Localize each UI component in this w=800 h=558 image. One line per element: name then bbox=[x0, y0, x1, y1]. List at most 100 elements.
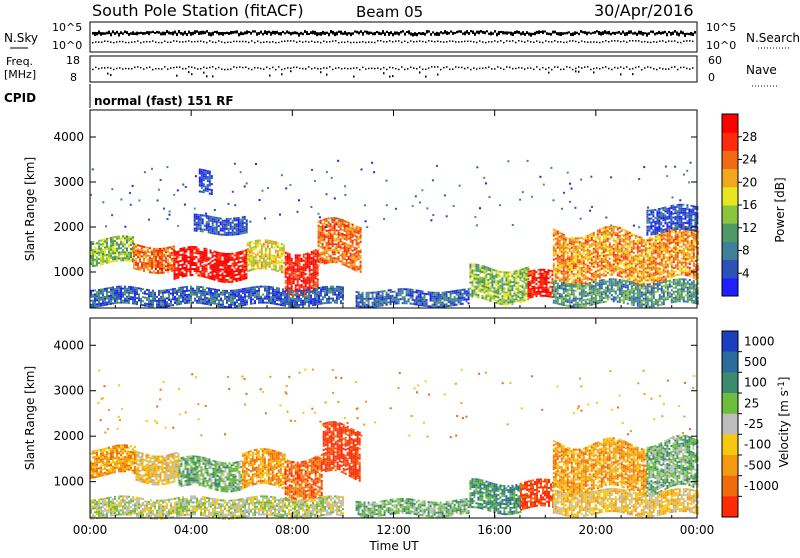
range-gate-cell bbox=[219, 256, 222, 259]
range-gate-cell bbox=[312, 290, 314, 293]
range-gate-cell bbox=[250, 268, 253, 271]
range-gate-cell bbox=[545, 287, 548, 289]
nsearch-sample bbox=[641, 41, 643, 43]
range-gate-cell bbox=[280, 259, 283, 262]
range-gate-cell bbox=[527, 278, 530, 281]
range-gate-cell bbox=[341, 259, 344, 262]
range-gate-cell bbox=[590, 264, 593, 267]
range-gate-cell bbox=[523, 277, 526, 280]
range-gate-cell bbox=[525, 268, 528, 271]
nsky-sample bbox=[274, 30, 276, 35]
nsky-sample bbox=[206, 30, 208, 33]
freq-sample bbox=[602, 66, 604, 69]
nsky-sample bbox=[352, 32, 354, 35]
range-gate-cell bbox=[497, 274, 500, 277]
range-gate-cell bbox=[145, 264, 147, 267]
range-gate-cell bbox=[353, 232, 356, 235]
range-gate-cell bbox=[244, 303, 246, 306]
range-gate-cell bbox=[298, 254, 301, 257]
range-gate-cell bbox=[270, 258, 273, 261]
range-gate-cell bbox=[323, 250, 326, 253]
range-gate-cell bbox=[333, 223, 336, 226]
range-gate-cell bbox=[541, 272, 544, 275]
nsky-sample bbox=[240, 31, 242, 36]
range-gate-cell bbox=[598, 274, 601, 277]
range-gate-cell bbox=[238, 292, 240, 295]
nsearch-sample bbox=[434, 40, 436, 43]
range-gate-cell bbox=[102, 304, 104, 307]
range-gate-cell bbox=[503, 291, 506, 294]
range-gate-cell bbox=[92, 255, 94, 257]
range-gate-cell bbox=[535, 293, 538, 296]
range-gate-cell bbox=[229, 258, 232, 261]
range-gate-cell bbox=[359, 236, 362, 239]
range-gate-cell bbox=[154, 291, 156, 294]
range-gate-cell bbox=[433, 301, 436, 304]
range-gate-cell bbox=[254, 247, 257, 250]
range-gate-cell bbox=[531, 295, 534, 298]
range-gate-cell bbox=[572, 251, 575, 254]
range-gate-cell bbox=[185, 274, 188, 277]
range-gate-cell bbox=[355, 295, 358, 297]
range-gate-cell bbox=[338, 289, 340, 292]
range-gate-cell bbox=[477, 296, 480, 299]
range-gate-cell bbox=[525, 274, 528, 277]
range-gate-cell bbox=[312, 258, 315, 261]
range-gate-cell bbox=[294, 254, 297, 257]
range-gate-cell bbox=[439, 301, 442, 304]
range-gate-cell bbox=[161, 265, 163, 268]
range-gate-cell bbox=[201, 269, 204, 272]
range-gate-cell bbox=[225, 265, 228, 267]
nsearch-sample bbox=[674, 40, 676, 42]
range-gate-cell bbox=[98, 291, 100, 293]
freq-sample bbox=[506, 66, 508, 68]
range-gate-cell bbox=[580, 244, 583, 247]
range-gate-cell bbox=[258, 261, 261, 264]
range-gate-cell bbox=[527, 282, 530, 285]
range-gate-cell bbox=[515, 272, 518, 275]
range-gate-cell bbox=[288, 259, 291, 262]
range-gate-cell bbox=[405, 294, 408, 297]
nsearch-sample bbox=[320, 41, 322, 44]
range-gate-cell bbox=[217, 275, 220, 278]
range-gate-cell bbox=[338, 297, 340, 300]
freq-sample bbox=[689, 68, 691, 70]
range-gate-cell bbox=[135, 267, 137, 270]
range-gate-cell bbox=[278, 264, 281, 267]
range-gate-cell bbox=[602, 235, 605, 237]
nsky-sample bbox=[372, 32, 374, 36]
range-gate-cell bbox=[274, 243, 277, 246]
range-gate-cell bbox=[338, 291, 340, 294]
range-gate-cell bbox=[562, 267, 565, 270]
range-gate-cell bbox=[475, 285, 478, 288]
range-gate-cell bbox=[335, 221, 338, 224]
nsearch-sample bbox=[299, 40, 301, 43]
range-gate-cell bbox=[604, 258, 607, 261]
nsearch-sample bbox=[659, 40, 661, 42]
range-gate-cell bbox=[417, 295, 420, 298]
range-gate-cell bbox=[566, 279, 569, 282]
range-gate-cell bbox=[243, 261, 246, 264]
range-gate-cell bbox=[270, 262, 273, 265]
range-gate-cell bbox=[108, 245, 110, 248]
freq-sample bbox=[485, 67, 487, 69]
range-gate-cell bbox=[225, 255, 228, 257]
range-gate-cell bbox=[349, 232, 352, 235]
range-gate-cell bbox=[132, 290, 134, 293]
range-gate-cell bbox=[172, 296, 174, 299]
nsky-sample bbox=[642, 31, 644, 36]
freq-sample bbox=[107, 66, 109, 69]
range-gate-cell bbox=[274, 263, 277, 266]
range-gate-cell bbox=[539, 282, 542, 285]
range-gate-cell bbox=[203, 259, 206, 262]
range-gate-cell bbox=[600, 253, 603, 256]
range-gate-cell bbox=[453, 298, 456, 300]
range-gate-cell bbox=[547, 271, 550, 274]
nsky-sample bbox=[254, 30, 256, 33]
nsky-sample bbox=[532, 32, 534, 36]
range-gate-cell bbox=[133, 245, 135, 248]
range-gate-cell bbox=[272, 302, 274, 305]
range-gate-cell bbox=[606, 255, 609, 258]
range-gate-cell bbox=[317, 242, 320, 245]
range-gate-cell bbox=[483, 279, 486, 282]
